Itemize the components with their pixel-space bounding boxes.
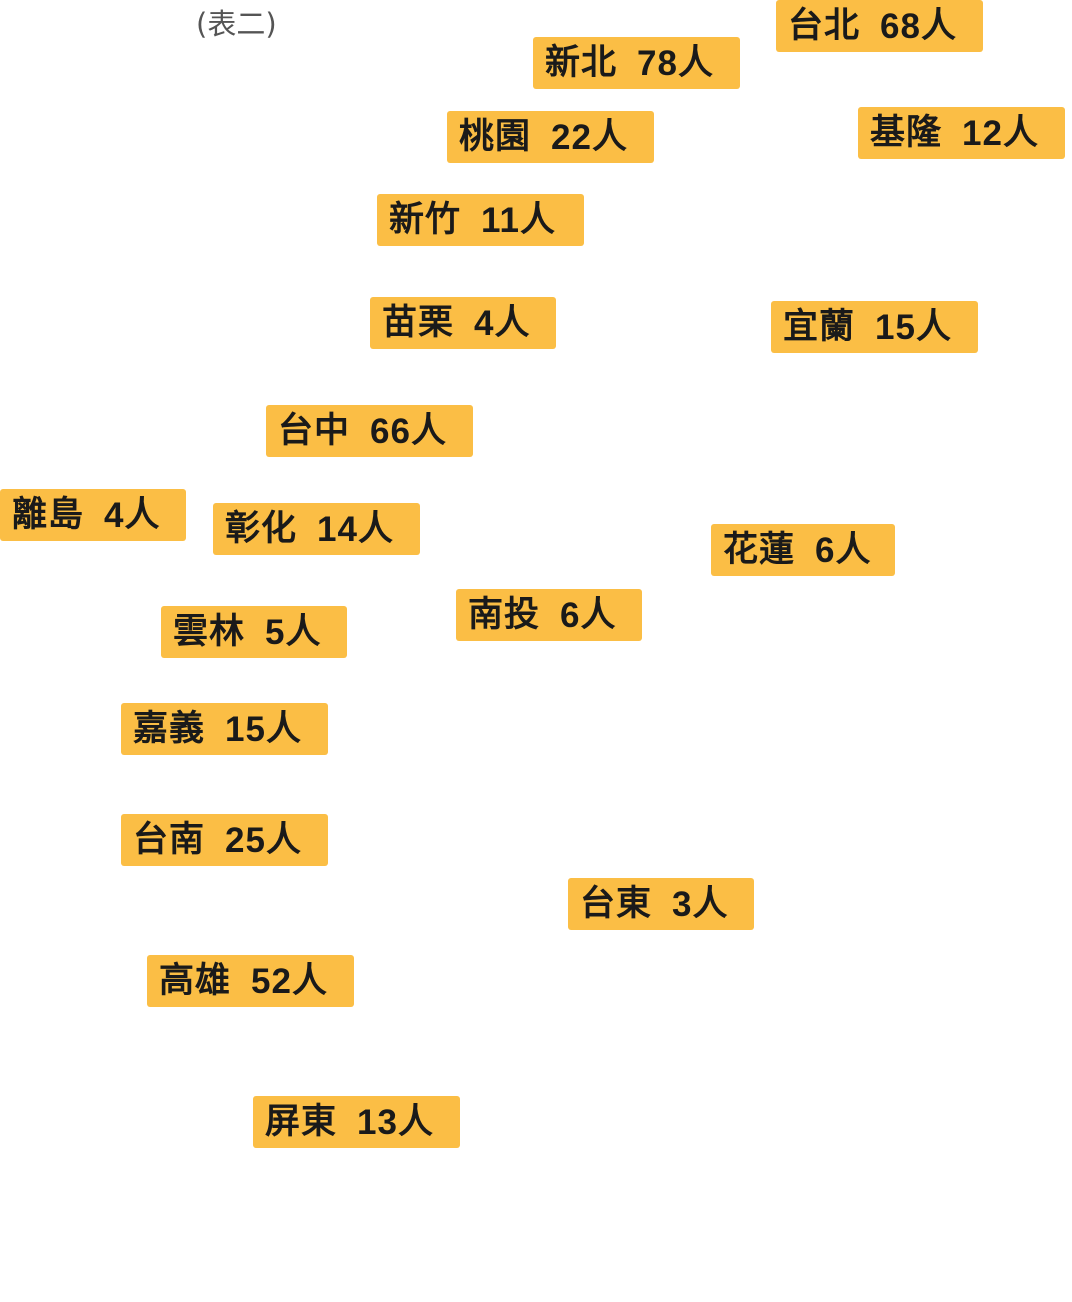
region-unit: 人 (124, 494, 161, 535)
region-name: 雲林 (173, 611, 246, 652)
region-name: 花蓮 (723, 529, 796, 570)
region-unit: 人 (915, 306, 952, 347)
region-count: 4 (474, 303, 495, 343)
region-label-new-taipei: 新北 78 人 (533, 37, 740, 89)
region-name: 高雄 (159, 960, 232, 1001)
region-name: 宜蘭 (783, 306, 856, 347)
region-label-taipei: 台北 68 人 (776, 0, 983, 52)
region-unit: 人 (265, 819, 302, 860)
region-unit: 人 (291, 960, 328, 1001)
region-label-miaoli: 苗栗 4 人 (370, 297, 556, 349)
region-name: 新竹 (389, 199, 462, 240)
region-name: 彰化 (225, 508, 298, 549)
region-name: 台中 (278, 410, 351, 451)
region-label-tainan: 台南 25 人 (121, 814, 328, 866)
region-unit: 人 (265, 708, 302, 749)
region-count: 5 (265, 612, 286, 652)
region-label-taoyuan: 桃園 22 人 (447, 111, 654, 163)
region-label-taitung: 台東 3 人 (568, 878, 754, 930)
region-unit: 人 (397, 1101, 434, 1142)
region-unit: 人 (285, 611, 322, 652)
region-name: 台東 (580, 883, 653, 924)
region-count: 13 (357, 1102, 398, 1142)
region-count: 15 (225, 709, 266, 749)
region-count: 52 (251, 961, 292, 1001)
region-label-nantou: 南投 6 人 (456, 589, 642, 641)
region-name: 離島 (12, 494, 85, 535)
region-count: 3 (672, 884, 693, 924)
region-name: 台南 (133, 819, 206, 860)
region-unit: 人 (1002, 112, 1039, 153)
region-label-keelung: 基隆 12 人 (858, 107, 1065, 159)
region-unit: 人 (835, 529, 872, 570)
region-label-yilan: 宜蘭 15 人 (771, 301, 978, 353)
region-name: 新北 (545, 42, 618, 83)
region-label-pingtung: 屏東 13 人 (253, 1096, 460, 1148)
region-label-hsinchu: 新竹 11 人 (377, 194, 584, 246)
map-caption: (表二) (196, 7, 277, 41)
region-label-yunlin: 雲林 5 人 (161, 606, 347, 658)
region-label-taichung: 台中 66 人 (266, 405, 473, 457)
region-count: 11 (481, 200, 521, 240)
region-name: 基隆 (870, 112, 943, 153)
region-unit: 人 (920, 5, 957, 46)
region-count: 6 (815, 530, 836, 570)
region-label-hualien: 花蓮 6 人 (711, 524, 895, 576)
region-count: 4 (104, 495, 125, 535)
region-count: 6 (560, 595, 581, 635)
region-unit: 人 (591, 116, 628, 157)
region-name: 嘉義 (133, 708, 206, 749)
region-name: 苗栗 (382, 302, 455, 343)
region-count: 22 (551, 117, 592, 157)
region-count: 25 (225, 820, 266, 860)
region-name: 台北 (788, 5, 861, 46)
region-unit: 人 (494, 302, 531, 343)
region-label-kaohsiung: 高雄 52 人 (147, 955, 354, 1007)
region-label-changhua: 彰化 14 人 (213, 503, 420, 555)
region-count: 68 (880, 6, 921, 46)
region-unit: 人 (580, 594, 617, 635)
region-name: 屏東 (265, 1101, 338, 1142)
region-count: 12 (962, 113, 1003, 153)
region-name: 桃園 (459, 116, 532, 157)
region-unit: 人 (357, 508, 394, 549)
region-count: 15 (875, 307, 916, 347)
region-unit: 人 (692, 883, 729, 924)
region-unit: 人 (677, 42, 714, 83)
region-name: 南投 (468, 594, 541, 635)
region-label-chiayi: 嘉義 15 人 (121, 703, 328, 755)
region-unit: 人 (520, 199, 557, 240)
region-count: 66 (370, 411, 411, 451)
region-count: 78 (637, 43, 678, 83)
region-label-outlying-islands: 離島 4 人 (0, 489, 186, 541)
region-unit: 人 (410, 410, 447, 451)
region-count: 14 (317, 509, 358, 549)
